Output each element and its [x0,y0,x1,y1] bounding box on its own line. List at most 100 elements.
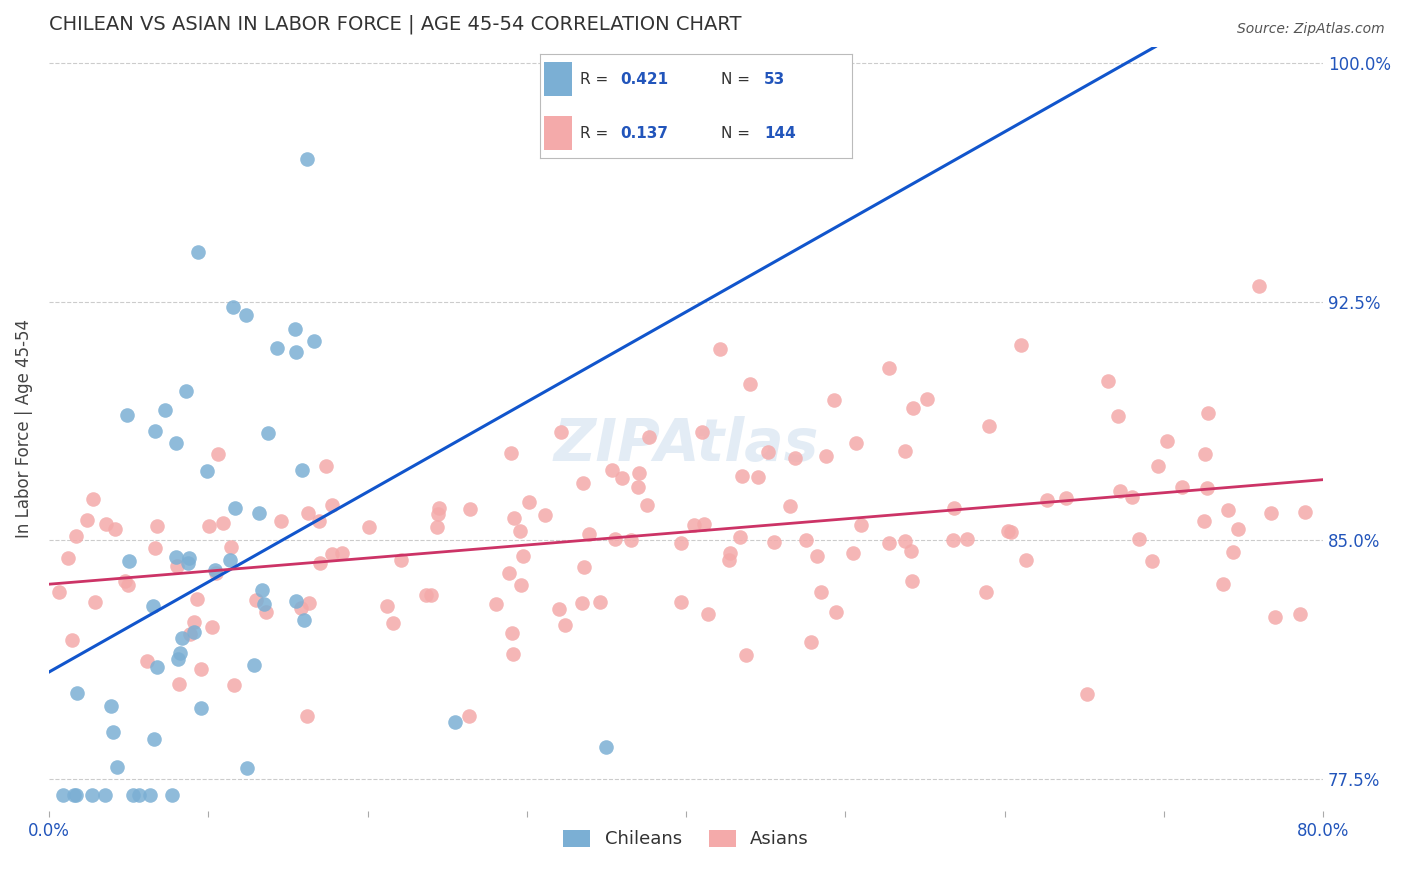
Point [1195,481,1218,495]
Point [167,677,190,691]
Point [142,599,165,613]
Point [1294,505,1316,519]
Point [426,507,449,521]
Point [718,546,741,560]
Point [285,345,308,359]
Point [825,605,848,619]
Point [224,500,246,515]
Point [534,508,557,523]
Point [693,516,716,531]
Point [1260,507,1282,521]
Point [254,606,277,620]
Point [758,444,780,458]
Point [901,574,924,588]
Point [63,789,86,803]
Point [550,425,572,439]
Text: Source: ZipAtlas.com: Source: ZipAtlas.com [1237,22,1385,37]
Point [877,536,900,550]
Point [942,533,965,547]
Point [1107,409,1129,424]
Point [177,550,200,565]
Point [1014,553,1036,567]
Point [879,360,901,375]
Point [292,613,315,627]
Point [1140,554,1163,568]
Point [295,153,318,167]
Point [101,725,124,739]
Point [426,520,449,534]
Point [315,458,337,473]
Point [900,543,922,558]
Point [1000,524,1022,539]
Point [690,425,713,440]
Point [806,549,828,563]
Point [177,556,200,570]
Point [1171,480,1194,494]
Point [1036,493,1059,508]
Point [359,520,381,534]
Point [1156,434,1178,448]
Point [76,513,98,527]
Point [671,595,693,609]
Point [245,592,267,607]
Y-axis label: In Labor Force | Age 45-54: In Labor Force | Age 45-54 [15,319,32,539]
Point [738,377,761,392]
Point [174,384,197,398]
Point [128,789,150,803]
Point [93,789,115,803]
Point [298,597,321,611]
Point [165,549,187,564]
Point [519,495,541,509]
Point [84,595,107,609]
Point [52,789,75,803]
Point [894,534,917,549]
Point [138,788,160,802]
Point [65,529,87,543]
Point [121,789,143,803]
Point [166,652,188,666]
Point [502,510,524,524]
Point [547,601,569,615]
Text: CHILEAN VS ASIAN IN LABOR FORCE | AGE 45-54 CORRELATION CHART: CHILEAN VS ASIAN IN LABOR FORCE | AGE 45… [49,15,741,35]
Point [169,646,191,660]
Point [190,700,212,714]
Point [60,632,83,647]
Point [382,616,405,631]
Point [290,601,312,615]
Point [794,533,817,547]
Point [683,518,706,533]
Point [266,341,288,355]
Point [190,662,212,676]
Point [389,553,412,567]
Point [845,436,868,450]
Point [571,475,593,490]
Point [747,469,769,483]
Point [65,789,87,803]
Point [709,343,731,357]
Point [501,626,523,640]
Point [309,556,332,570]
Point [637,498,659,512]
Point [1264,609,1286,624]
Point [243,658,266,673]
Point [735,648,758,662]
Point [284,322,307,336]
Text: ZIPAtlas: ZIPAtlas [554,416,818,473]
Point [222,678,245,692]
Point [160,789,183,803]
Point [595,740,617,755]
Point [1227,522,1250,536]
Point [82,492,104,507]
Point [1194,447,1216,461]
Point [104,522,127,536]
Point [253,597,276,611]
Point [779,500,801,514]
Point [783,450,806,465]
Point [510,578,533,592]
Point [800,635,823,649]
Point [145,519,167,533]
Point [571,596,593,610]
Point [114,574,136,588]
Point [284,593,307,607]
Point [1249,278,1271,293]
